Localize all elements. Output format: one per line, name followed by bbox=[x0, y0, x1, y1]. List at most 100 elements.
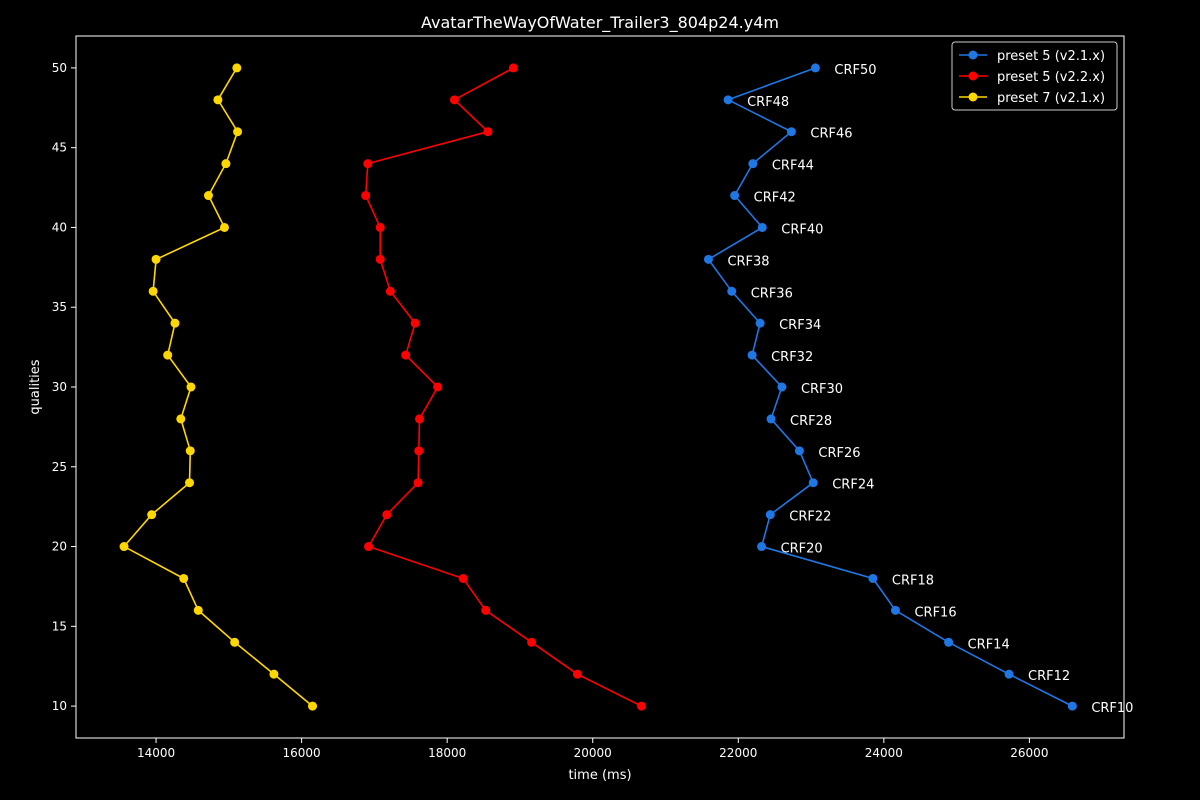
data-point bbox=[483, 127, 493, 137]
x-axis-label: time (ms) bbox=[568, 768, 631, 783]
data-point bbox=[147, 510, 157, 520]
data-point bbox=[808, 478, 818, 488]
plot-area bbox=[75, 35, 1125, 739]
crf-label: CRF48 bbox=[747, 95, 789, 110]
data-point bbox=[382, 510, 392, 520]
crf-label: CRF50 bbox=[834, 63, 876, 78]
crf-label: CRF16 bbox=[914, 605, 956, 620]
data-point bbox=[119, 542, 129, 552]
data-point bbox=[410, 318, 420, 328]
y-tick-label: 25 bbox=[52, 460, 67, 474]
crf-label: CRF22 bbox=[789, 510, 831, 525]
data-point bbox=[527, 637, 537, 647]
data-point bbox=[723, 95, 733, 105]
data-point bbox=[186, 382, 196, 392]
series-layer bbox=[119, 63, 1077, 711]
x-tick-label: 16000 bbox=[283, 746, 321, 760]
data-point bbox=[508, 63, 518, 73]
y-tick-label: 10 bbox=[52, 699, 67, 713]
data-point bbox=[185, 478, 195, 488]
data-point bbox=[179, 573, 189, 583]
data-point bbox=[703, 254, 713, 264]
x-tick-label: 20000 bbox=[574, 746, 612, 760]
crf-label: CRF40 bbox=[781, 222, 823, 237]
data-point bbox=[765, 510, 775, 520]
data-point bbox=[185, 446, 195, 456]
data-point bbox=[890, 605, 900, 615]
x-tick-label: 24000 bbox=[865, 746, 903, 760]
data-point bbox=[233, 127, 243, 137]
y-tick-label: 50 bbox=[52, 61, 67, 75]
data-point bbox=[151, 254, 161, 264]
data-point bbox=[481, 605, 491, 615]
legend-entry: preset 7 (v2.1.x) bbox=[997, 91, 1105, 106]
data-point bbox=[727, 286, 737, 296]
data-point bbox=[1067, 701, 1077, 711]
data-point bbox=[730, 191, 740, 201]
data-point bbox=[755, 318, 765, 328]
data-point bbox=[219, 222, 229, 232]
data-point bbox=[375, 254, 385, 264]
data-point bbox=[1004, 669, 1014, 679]
data-point bbox=[221, 159, 231, 169]
data-point bbox=[786, 127, 796, 137]
data-point bbox=[308, 701, 318, 711]
x-axis: 14000 16000 18000 20000 22000 24000 26000 bbox=[137, 738, 1048, 760]
crf-label: CRF42 bbox=[754, 191, 796, 206]
y-tick-label: 15 bbox=[52, 619, 67, 633]
crf-label: CRF46 bbox=[810, 127, 852, 142]
legend: preset 5 (v2.1.x) preset 5 (v2.2.x) preset… bbox=[951, 41, 1118, 111]
x-tick-label: 26000 bbox=[1010, 746, 1048, 760]
legend-entry: preset 5 (v2.1.x) bbox=[997, 49, 1105, 64]
data-point bbox=[163, 350, 173, 360]
data-point bbox=[230, 637, 240, 647]
crf-label: CRF30 bbox=[801, 382, 843, 397]
data-point bbox=[810, 63, 820, 73]
data-point bbox=[748, 159, 758, 169]
data-point bbox=[364, 542, 374, 552]
x-tick-label: 14000 bbox=[137, 746, 175, 760]
data-point bbox=[757, 222, 767, 232]
data-point bbox=[433, 382, 443, 392]
data-point bbox=[794, 446, 804, 456]
y-tick-label: 30 bbox=[52, 380, 67, 394]
crf-label: CRF14 bbox=[968, 637, 1010, 652]
y-tick-label: 40 bbox=[52, 220, 67, 234]
crf-label: CRF32 bbox=[771, 350, 813, 365]
data-point bbox=[944, 637, 954, 647]
annotations: CRF10 CRF12 CRF14 CRF16 CRF18 CRF20 CRF22 CRF24… bbox=[727, 63, 1133, 716]
data-point bbox=[148, 286, 158, 296]
data-point bbox=[375, 222, 385, 232]
crf-label: CRF44 bbox=[772, 159, 814, 174]
y-axis: 10 15 20 25 30 35 40 45 50 bbox=[52, 61, 76, 713]
data-point bbox=[766, 414, 776, 424]
x-tick-label: 22000 bbox=[719, 746, 757, 760]
data-point bbox=[415, 414, 425, 424]
crf-label: CRF28 bbox=[790, 414, 832, 429]
data-point bbox=[361, 191, 371, 201]
y-axis-label: qualities bbox=[28, 359, 43, 414]
y-tick-label: 35 bbox=[52, 300, 67, 314]
data-point bbox=[193, 605, 203, 615]
crf-label: CRF18 bbox=[892, 573, 934, 588]
data-point bbox=[269, 669, 279, 679]
data-point bbox=[363, 159, 373, 169]
data-point bbox=[868, 573, 878, 583]
data-point bbox=[213, 95, 223, 105]
crf-label: CRF34 bbox=[779, 318, 821, 333]
legend-entry: preset 5 (v2.2.x) bbox=[997, 70, 1105, 85]
data-point bbox=[170, 318, 180, 328]
data-point bbox=[401, 350, 411, 360]
crf-label: CRF38 bbox=[727, 254, 769, 269]
x-tick-label: 18000 bbox=[428, 746, 466, 760]
data-point bbox=[176, 414, 186, 424]
legend-box bbox=[951, 41, 1118, 111]
data-point bbox=[449, 95, 459, 105]
data-point bbox=[777, 382, 787, 392]
crf-label: CRF24 bbox=[832, 478, 874, 493]
data-point bbox=[458, 573, 468, 583]
crf-label: CRF10 bbox=[1091, 701, 1133, 716]
y-tick-label: 20 bbox=[52, 540, 67, 554]
crf-label: CRF20 bbox=[781, 542, 823, 557]
